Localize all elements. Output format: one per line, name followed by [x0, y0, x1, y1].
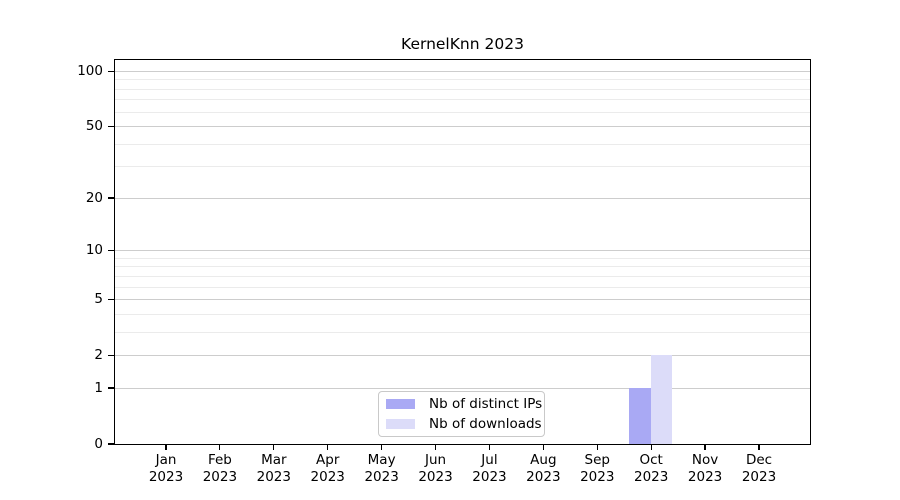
x-tick-year: 2023: [526, 469, 561, 485]
x-tick-label: Dec 2023: [724, 452, 794, 486]
bar: [629, 387, 651, 444]
legend: Nb of distinct IPs Nb of downloads: [378, 391, 545, 437]
x-tick-label: Jul 2023: [454, 452, 524, 486]
legend-swatch: [386, 418, 415, 430]
x-tick-label: Nov 2023: [670, 452, 740, 486]
gridline-major: [114, 197, 810, 199]
gridline-minor: [114, 313, 810, 315]
x-tick-label: Feb 2023: [185, 452, 255, 486]
x-axis-tick: [650, 444, 652, 450]
x-tick-month: Apr: [316, 452, 340, 468]
bar: [650, 354, 673, 444]
y-axis-tick: [108, 354, 114, 356]
gridline-minor: [114, 88, 810, 90]
x-tick-month: Mar: [261, 452, 287, 468]
x-tick-year: 2023: [310, 469, 345, 485]
y-tick-label: 50: [85, 118, 103, 135]
y-axis-tick: [108, 125, 114, 127]
gridline-major: [114, 354, 810, 356]
y-tick-label: 10: [85, 242, 103, 259]
x-tick-month: Jul: [481, 452, 498, 468]
gridline-major: [114, 249, 810, 251]
x-tick-year: 2023: [148, 469, 184, 485]
x-tick-year: 2023: [741, 469, 777, 485]
legend-label: Nb of distinct IPs: [429, 396, 543, 412]
legend-swatch: [386, 398, 415, 410]
x-tick-year: 2023: [256, 469, 291, 485]
x-tick-label: Aug 2023: [508, 452, 578, 486]
y-tick-label: 0: [94, 436, 103, 452]
x-axis-tick: [704, 444, 706, 450]
x-tick-label: May 2023: [347, 452, 417, 486]
x-tick-year: 2023: [687, 469, 723, 485]
x-tick-year: 2023: [418, 469, 453, 485]
y-tick-label: 1: [94, 380, 103, 396]
gridline-minor: [114, 286, 810, 288]
x-tick-label: Sep 2023: [562, 452, 632, 486]
y-axis-tick: [108, 443, 114, 445]
x-tick-month: Nov: [691, 452, 719, 468]
x-tick-month: May: [367, 452, 396, 468]
y-axis-tick: [108, 249, 114, 251]
x-tick-month: Jun: [424, 452, 447, 468]
y-axis-tick: [108, 197, 114, 199]
x-tick-month: Dec: [745, 452, 773, 468]
x-tick-label: Apr 2023: [293, 452, 363, 486]
gridline-major: [114, 298, 810, 300]
x-tick-year: 2023: [633, 469, 669, 485]
x-axis-tick: [219, 444, 221, 450]
gridline-minor: [114, 166, 810, 168]
gridline-minor: [114, 257, 810, 259]
y-axis-tick: [108, 387, 114, 389]
x-tick-year: 2023: [364, 469, 399, 485]
chart-title: KernelKnn 2023: [401, 35, 524, 53]
gridline-minor: [114, 275, 810, 277]
y-tick-label: 2: [94, 347, 103, 364]
gridline-major: [114, 387, 810, 389]
x-tick-year: 2023: [472, 469, 507, 485]
x-tick-month: Jan: [155, 452, 177, 468]
x-axis-tick: [758, 444, 760, 450]
legend-item: Nb of distinct IPs: [386, 396, 542, 412]
x-axis-tick: [327, 444, 329, 450]
x-tick-month: Aug: [530, 452, 557, 468]
x-tick-year: 2023: [202, 469, 238, 485]
y-tick-label: 5: [94, 291, 103, 308]
y-axis-tick: [108, 298, 114, 300]
x-tick-label: Oct 2023: [616, 452, 686, 486]
x-axis-tick: [488, 444, 491, 450]
x-axis-tick: [596, 444, 598, 450]
x-tick-month: Feb: [207, 452, 232, 468]
gridline-major: [114, 126, 810, 128]
x-axis-tick: [542, 444, 544, 450]
legend-label: Nb of downloads: [429, 416, 542, 432]
gridline-minor: [114, 331, 810, 333]
gridline-minor: [114, 111, 810, 113]
x-axis-tick: [165, 444, 167, 450]
x-tick-year: 2023: [580, 469, 615, 485]
x-tick-label: Mar 2023: [239, 452, 309, 486]
plot-area: [113, 58, 811, 445]
gridline-minor: [114, 143, 810, 145]
x-tick-label: Jan 2023: [131, 452, 201, 486]
x-tick-month: Oct: [639, 452, 663, 468]
y-axis-tick: [108, 70, 114, 72]
x-axis-tick: [434, 444, 437, 450]
x-tick-month: Sep: [584, 452, 610, 468]
gridline-minor: [114, 99, 810, 101]
legend-item: Nb of downloads: [386, 416, 542, 432]
y-tick-label: 100: [77, 63, 103, 80]
gridline-minor: [114, 266, 810, 268]
x-tick-label: Jun 2023: [401, 452, 471, 486]
gridline-major: [114, 70, 810, 72]
x-axis-tick: [381, 444, 383, 450]
y-tick-label: 20: [85, 190, 103, 207]
gridline-minor: [114, 79, 810, 81]
x-axis-tick: [273, 444, 275, 450]
